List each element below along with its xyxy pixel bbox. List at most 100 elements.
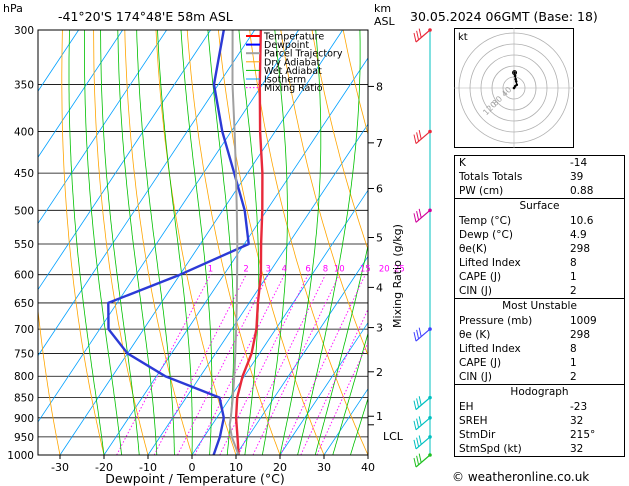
mu-theta: θe (K) 298 — [459, 329, 591, 341]
surface-theta: θe(K) 298 — [459, 243, 591, 255]
pressure-tick-label: 600 — [14, 270, 34, 282]
x-axis-title: Dewpoint / Temperature (°C) — [105, 471, 284, 486]
wind-barb-flag — [413, 134, 417, 144]
hodograph-title: Hodograph — [510, 386, 569, 398]
wet-adiabat-line — [117, 30, 158, 455]
wind-barb-flag — [418, 416, 422, 426]
wet-adiabat-line — [68, 30, 105, 455]
dry-adiabat-line — [280, 30, 368, 357]
wet-adiabat-line — [297, 30, 361, 455]
wind-barb-dot — [428, 435, 432, 439]
mixing-ratio-line — [116, 274, 211, 455]
wind-barb-flag — [413, 457, 417, 468]
isotherm-line — [279, 321, 368, 455]
height-tick-label: 6 — [376, 182, 383, 195]
isotherm-line — [147, 123, 368, 455]
pressure-tick-label: 450 — [14, 168, 34, 180]
hodo-stmspd: StmSpd (kt) 32 — [459, 443, 584, 455]
chart-axes: 1 2 3 4 6 8 10 15 20 2530035040045050055060065070… — [7, 25, 404, 474]
mu-cin: CIN (J) 2 — [459, 371, 577, 383]
index-row-pw: PW (cm) 0.88 — [459, 185, 594, 197]
mixing-ratio-line — [316, 341, 368, 455]
hodograph-end-marker — [512, 70, 518, 76]
isotherm-line — [412, 30, 452, 455]
height-tick-label: 4 — [376, 281, 383, 294]
most-unstable-section: Most Unstable Pressure (mb) 1009 θe (K) 29… — [455, 298, 624, 384]
dry-adiabat-line — [93, 30, 149, 455]
pressure-unit-label: hPa — [3, 2, 23, 15]
dry-adiabat-line — [38, 306, 61, 455]
wind-barb-flag — [416, 398, 420, 408]
wind-barb-flag — [418, 130, 422, 140]
x-tick-label: 40 — [361, 461, 375, 474]
wind-barb-flag — [416, 30, 420, 40]
hodograph-unit: kt — [458, 32, 468, 43]
mu-li: Lifted Index 8 — [459, 343, 577, 355]
legend-label: Wet Adiabat — [264, 66, 322, 77]
wind-barb-dot — [428, 327, 432, 331]
legend-label: Dewpoint — [264, 40, 309, 51]
legend-label: Parcel Trajectory — [264, 49, 343, 60]
y2-axis-title: Mixing Ratio (g/kg) — [391, 224, 404, 328]
copyright: © weatheronline.co.uk — [452, 470, 590, 484]
hodograph-point — [514, 80, 518, 83]
mixing-ratio-line — [300, 308, 368, 455]
wind-barb-flag — [413, 331, 417, 342]
pressure-tick-label: 550 — [14, 239, 34, 251]
pressure-tick-label: 750 — [14, 348, 34, 360]
legend-label: Dry Adiabat — [264, 57, 321, 68]
skewt-chart: 1 2 3 4 6 8 10 15 20 2530035040045050055060065070… — [7, 25, 452, 486]
wind-barb-flag — [413, 420, 417, 430]
series-temperature — [234, 30, 264, 455]
pressure-tick-label: 650 — [14, 298, 34, 310]
wind-barb-dot — [428, 416, 432, 420]
height-tick-label: 8 — [376, 80, 383, 93]
dry-adiabat-line — [249, 30, 368, 455]
x-tick-label: -20 — [95, 461, 113, 474]
surface-dewp: Dewp (°C) 4.9 — [459, 229, 587, 241]
wet-adiabat-line — [180, 30, 213, 455]
wind-barb-dot — [428, 208, 432, 213]
wind-barb-flag — [418, 453, 422, 463]
mixing-ratio-label: 2 — [243, 265, 248, 275]
wet-adiabat-line — [279, 30, 322, 455]
mu-cape: CAPE (J) 1 — [459, 357, 577, 369]
hodograph-point — [513, 74, 517, 78]
wet-adiabat-line — [157, 30, 193, 455]
wind-barb-flag — [418, 28, 422, 38]
hodo-sreh: SREH 32 — [459, 415, 584, 427]
dry-adiabat-line — [311, 30, 368, 251]
pressure-tick-label: 950 — [14, 432, 34, 444]
mixing-ratio-line — [280, 274, 366, 455]
dry-adiabat-line — [374, 30, 452, 455]
wind-barbs — [413, 28, 432, 468]
x-tick-label: 20 — [273, 461, 287, 474]
wet-adiabat-line — [84, 30, 122, 455]
wind-barb-flag — [418, 327, 422, 337]
wind-barb — [415, 29, 431, 43]
mixing-ratio-label: 4 — [282, 265, 287, 275]
isotherm-line — [38, 30, 123, 158]
wind-barb-dot — [428, 395, 432, 400]
isotherm-line — [38, 30, 299, 423]
isotherm-line — [235, 255, 368, 455]
wind-barb — [415, 436, 431, 450]
wind-barb-flag — [416, 418, 420, 428]
wind-barb-flag — [418, 435, 422, 445]
hodograph-point — [513, 71, 516, 74]
surface-li: Lifted Index 8 — [459, 257, 577, 269]
sounding-curves — [107, 30, 264, 455]
wind-barb — [415, 209, 431, 223]
hodograph-point — [514, 77, 517, 81]
x-tick-label: 0 — [189, 461, 196, 474]
hodograph-point — [515, 83, 519, 86]
wind-barb-dot — [428, 453, 432, 457]
lcl-label: LCL — [383, 430, 404, 443]
wind-barb — [415, 397, 431, 411]
x-tick-label: -10 — [139, 461, 157, 474]
surface-title: Surface — [519, 200, 560, 212]
most-unstable-title: Most Unstable — [502, 300, 577, 312]
plot-frame — [37, 29, 369, 456]
pressure-tick-label: 350 — [14, 79, 34, 91]
wet-adiabat-line — [332, 331, 368, 455]
